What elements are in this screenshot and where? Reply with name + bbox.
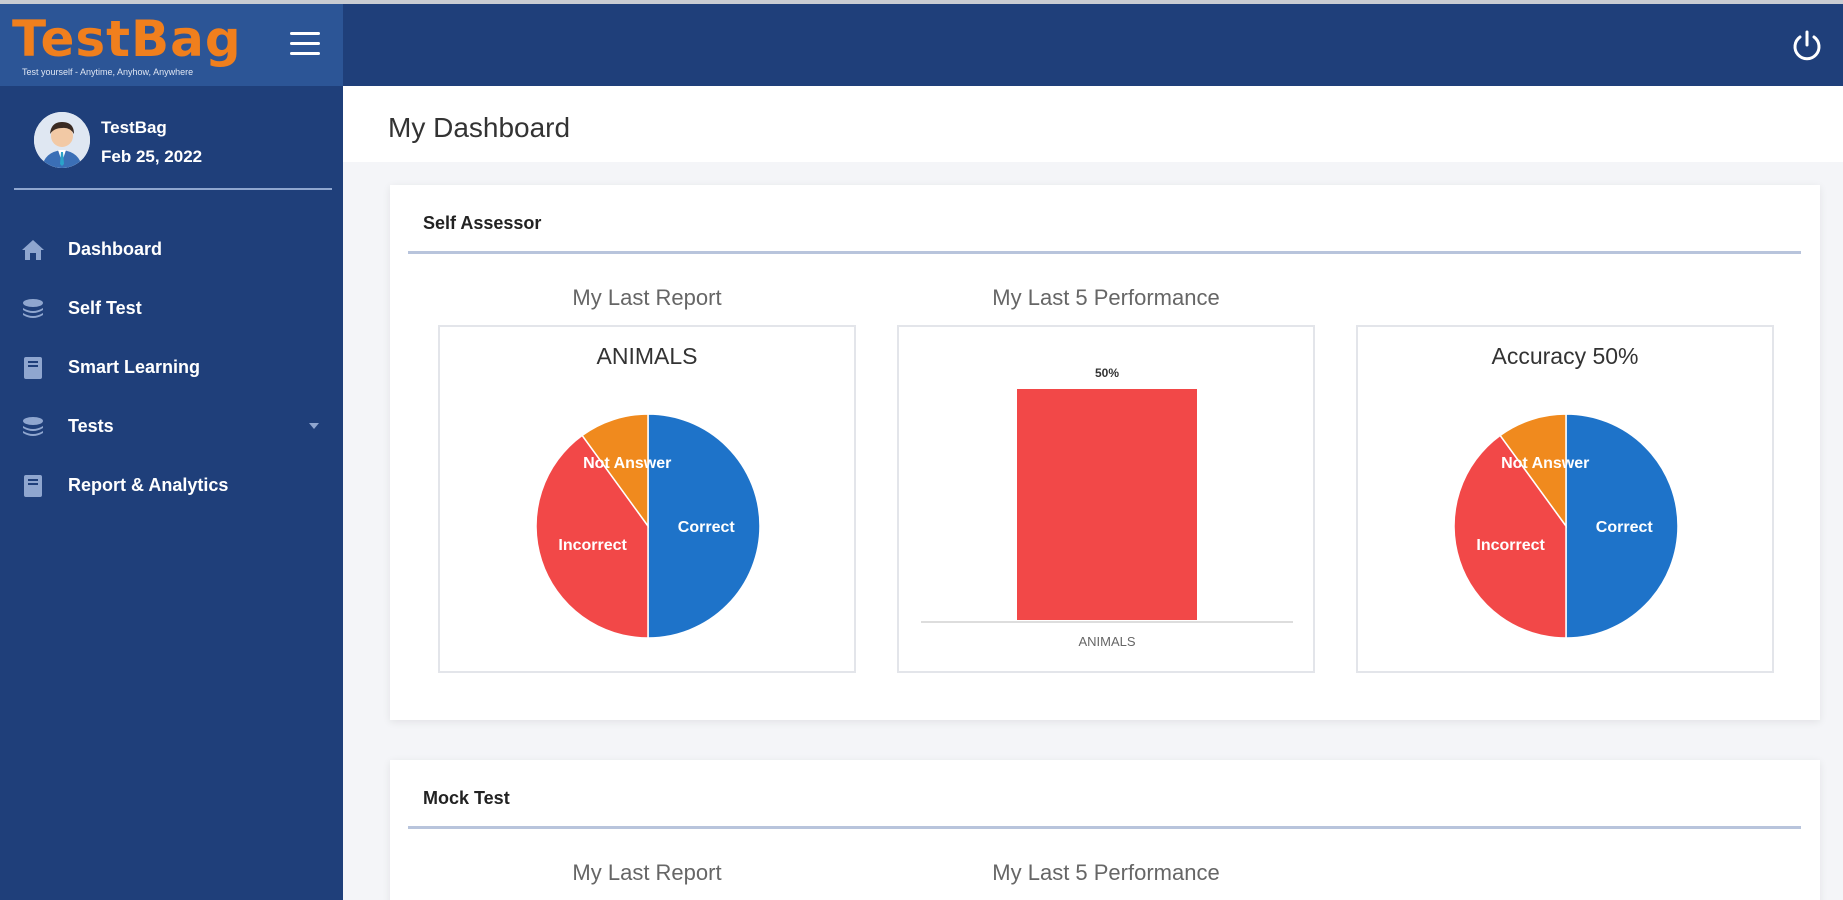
last-report-label: My Last Report (572, 285, 722, 310)
main-header: My Dashboard (343, 86, 1843, 162)
layers-icon (18, 414, 48, 440)
pie-slice-incorrect[interactable] (535, 434, 649, 639)
sidebar-item-label: Tests (68, 416, 114, 436)
top-bar: TestBag Test yourself - Anytime, Anyhow,… (0, 0, 1843, 86)
mock-test-card: Mock Test My Last Report My Last 5 Perfo… (390, 760, 1820, 900)
sidebar-item-tests[interactable]: Tests (0, 397, 343, 456)
pie-label: Correct (1596, 519, 1654, 536)
divider (408, 826, 1801, 829)
bar-chart: 50% ANIMALS (921, 366, 1293, 649)
pie-chart: Correct Incorrect Not Answer (535, 413, 761, 639)
pie-label: Incorrect (1476, 537, 1545, 554)
last-report-chart: ANIMALS Correct Incorrect Not Answer (438, 325, 856, 673)
sidebar-item-self-test[interactable]: Self Test (0, 279, 343, 338)
last5-performance-chart: 50% ANIMALS (897, 325, 1315, 673)
sidebar: TestBag Feb 25, 2022 Dashboard Self Test… (0, 86, 343, 900)
accuracy-chart: Accuracy 50% Correct Incorrect Not Answer (1356, 325, 1774, 673)
sidebar-item-dashboard[interactable]: Dashboard (0, 220, 343, 279)
pie-label: Not Answer (1501, 455, 1589, 472)
last-report-label: My Last Report (572, 860, 722, 885)
book-icon (18, 473, 48, 499)
sidebar-item-label: Dashboard (68, 239, 163, 259)
pie-slice-not-answer[interactable] (1499, 413, 1567, 529)
book-icon (18, 355, 48, 381)
pie-slice-correct[interactable] (1565, 413, 1679, 639)
power-icon[interactable] (1789, 28, 1825, 64)
pie-slice-incorrect[interactable] (1453, 434, 1567, 639)
bar[interactable] (1017, 389, 1197, 620)
pie-chart: Correct Incorrect Not Answer (1453, 413, 1679, 639)
bar-data-label: 50% (1095, 366, 1119, 380)
section-title: Self Assessor (423, 213, 542, 233)
brand-logo[interactable]: TestBag Test yourself - Anytime, Anyhow,… (0, 4, 343, 86)
avatar (34, 112, 90, 168)
home-icon (18, 237, 48, 263)
sidebar-item-report-analytics[interactable]: Report & Analytics (0, 456, 343, 515)
layers-icon (18, 296, 48, 322)
sidebar-item-label: Self Test (68, 298, 142, 318)
sidebar-item-label: Smart Learning (68, 357, 201, 377)
pie-label: Not Answer (583, 455, 671, 472)
page-title: My Dashboard (388, 112, 571, 143)
last5-performance-label: My Last 5 Performance (992, 285, 1220, 310)
brand-tagline: Test yourself - Anytime, Anyhow, Anywher… (22, 67, 194, 77)
profile-date: Feb 25, 2022 (101, 147, 203, 166)
brand-name: TestBag (12, 10, 242, 68)
section-title: Mock Test (423, 788, 510, 808)
sidebar-item-label: Report & Analytics (68, 475, 229, 495)
x-tick-label: ANIMALS (1078, 634, 1135, 649)
pie-label: Correct (678, 519, 736, 536)
divider (408, 251, 1801, 254)
chart-title: Accuracy 50% (1491, 343, 1639, 369)
sidebar-nav: Dashboard Self Test Smart Learning Tests (0, 220, 343, 515)
chevron-down-icon[interactable] (309, 423, 319, 429)
pie-label: Incorrect (558, 537, 627, 554)
last5-performance-label: My Last 5 Performance (992, 860, 1220, 885)
hamburger-menu-icon[interactable] (290, 32, 320, 58)
pie-slice-not-answer[interactable] (581, 413, 649, 529)
user-profile: TestBag Feb 25, 2022 (14, 86, 332, 190)
profile-name: TestBag (101, 118, 167, 137)
sidebar-item-smart-learning[interactable]: Smart Learning (0, 338, 343, 397)
pie-slice-correct[interactable] (647, 413, 761, 639)
chart-title: ANIMALS (596, 343, 698, 369)
self-assessor-card: Self Assessor My Last Report My Last 5 P… (390, 185, 1820, 720)
